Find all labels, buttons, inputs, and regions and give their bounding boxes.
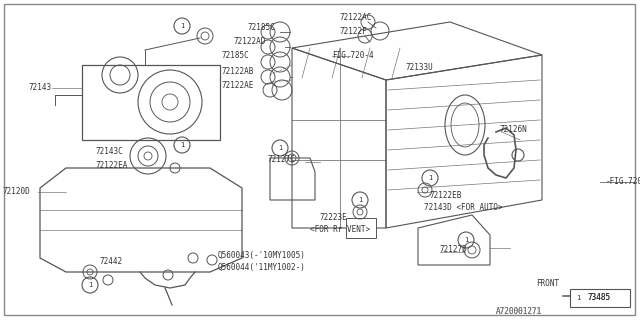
Text: 1: 1: [88, 282, 92, 288]
Text: 1: 1: [180, 23, 184, 29]
Text: 1: 1: [180, 142, 184, 148]
Text: 72185C: 72185C: [222, 52, 250, 60]
Text: 1: 1: [428, 175, 432, 181]
Text: 1: 1: [576, 295, 580, 301]
Text: 72442: 72442: [100, 258, 123, 267]
Text: 72120D: 72120D: [3, 188, 30, 196]
Text: Q560043(-'10MY1005): Q560043(-'10MY1005): [218, 251, 306, 260]
Text: 72133U: 72133U: [406, 63, 434, 73]
Text: 72122AD: 72122AD: [233, 37, 266, 46]
Text: 72127C: 72127C: [267, 156, 295, 164]
Text: -FIG.720-1: -FIG.720-1: [606, 178, 640, 187]
Text: 72122AB: 72122AB: [222, 67, 254, 76]
Text: 72122F: 72122F: [340, 28, 368, 36]
Text: 72122EA: 72122EA: [96, 162, 129, 171]
FancyBboxPatch shape: [570, 289, 630, 307]
Text: 72143D <FOR AUTO>: 72143D <FOR AUTO>: [424, 204, 502, 212]
Text: FIG.720-4: FIG.720-4: [332, 52, 374, 60]
Text: 72185C: 72185C: [248, 23, 276, 33]
Text: 73485: 73485: [588, 293, 611, 302]
Text: 72223E: 72223E: [320, 213, 348, 222]
Text: 72126N: 72126N: [500, 125, 528, 134]
Text: 73485: 73485: [588, 293, 611, 302]
Text: 1: 1: [278, 145, 282, 151]
Text: 1: 1: [464, 237, 468, 243]
Text: A720001271: A720001271: [496, 308, 542, 316]
Text: 72122AC: 72122AC: [340, 13, 372, 22]
FancyBboxPatch shape: [346, 218, 376, 238]
Text: 72122EB: 72122EB: [430, 191, 462, 201]
Text: 1: 1: [358, 197, 362, 203]
Text: <FOR Rr VENT>: <FOR Rr VENT>: [310, 226, 370, 235]
Text: FRONT: FRONT: [536, 279, 559, 289]
Text: 72143C: 72143C: [96, 148, 124, 156]
Text: 72122AE: 72122AE: [222, 81, 254, 90]
Text: 72143: 72143: [29, 84, 52, 92]
Text: 72127D: 72127D: [440, 245, 468, 254]
Text: Q560044('11MY1002-): Q560044('11MY1002-): [218, 262, 306, 271]
FancyBboxPatch shape: [4, 4, 635, 315]
Text: A720001271: A720001271: [496, 308, 542, 316]
